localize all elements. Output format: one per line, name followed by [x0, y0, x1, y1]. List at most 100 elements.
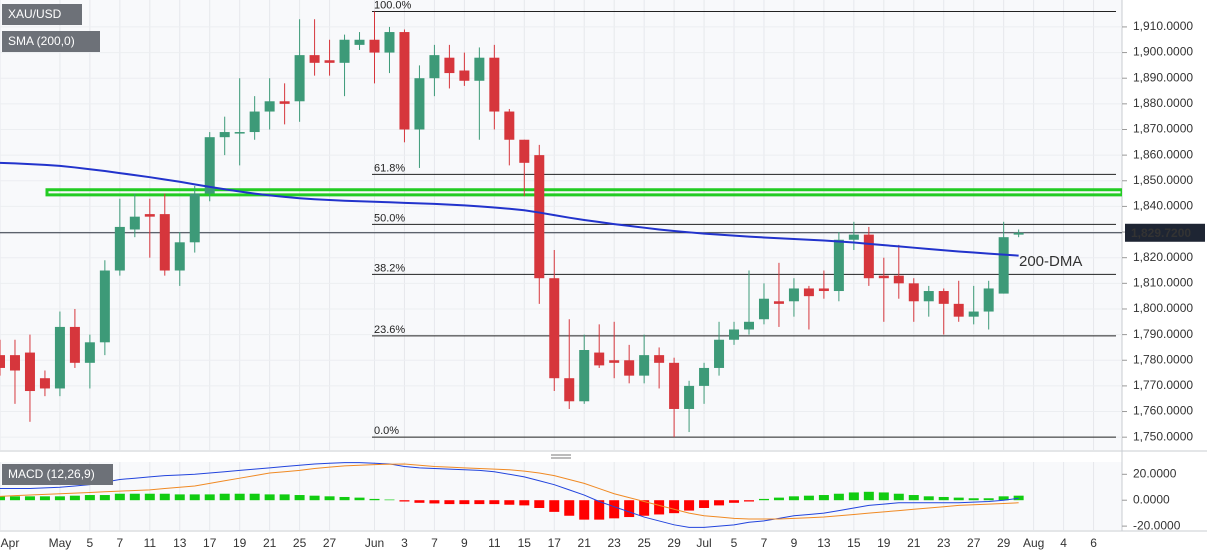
- y-tick-label: 1,760.0000: [1133, 404, 1193, 418]
- histogram-bar: [699, 500, 710, 508]
- y-tick-label: 1,860.0000: [1133, 147, 1193, 161]
- histogram-bar: [24, 496, 35, 501]
- candle-body: [744, 321, 754, 330]
- histogram-bar: [818, 495, 829, 501]
- y-tick-label: 1,780.0000: [1133, 352, 1193, 366]
- candle-body: [384, 32, 395, 53]
- x-tick-label: 29: [997, 536, 1011, 550]
- x-tick-label: 19: [877, 536, 891, 550]
- candle-body: [279, 101, 290, 104]
- fib-label: 38.2%: [374, 262, 405, 274]
- price-pane: [0, 0, 1122, 450]
- chart-title: XAU/USD: [8, 7, 62, 21]
- indicator-badge[interactable]: SMA (200,0): [2, 31, 100, 52]
- candle-body: [803, 288, 814, 297]
- candle-body: [773, 301, 784, 304]
- candle-body: [294, 55, 305, 102]
- candle-body: [758, 298, 769, 320]
- histogram-bar: [474, 500, 485, 505]
- candle-body: [0, 355, 5, 368]
- histogram-bar: [788, 496, 799, 501]
- histogram-bar: [833, 493, 844, 501]
- histogram-bar: [99, 495, 110, 501]
- candle-body: [609, 360, 620, 363]
- x-tick-label: Jul: [696, 536, 711, 550]
- x-tick-label: Aug: [1023, 536, 1044, 550]
- histogram-bar: [159, 493, 170, 501]
- x-tick-label: 25: [637, 536, 651, 550]
- histogram-bar: [729, 500, 740, 503]
- sma-line: [0, 161, 1019, 257]
- x-tick-label: May: [49, 536, 72, 550]
- histogram-bar: [39, 496, 50, 501]
- candle-body: [624, 360, 635, 376]
- x-tick-label: 17: [203, 536, 217, 550]
- histogram-bar: [803, 495, 814, 501]
- candle-body: [714, 339, 725, 368]
- histogram-bar: [983, 498, 994, 501]
- histogram-bar: [264, 494, 275, 501]
- candle-body: [129, 216, 140, 230]
- x-tick-label: 21: [907, 536, 921, 550]
- y-tick-label: 0.0000: [1133, 492, 1170, 506]
- candle-body: [114, 226, 125, 271]
- x-tick-label: 5: [731, 536, 738, 550]
- candle-body: [189, 193, 200, 243]
- y-tick-label: 1,890.0000: [1133, 70, 1193, 84]
- histogram-bar: [384, 499, 395, 501]
- candle-body: [489, 57, 500, 112]
- y-tick-label: 1,800.0000: [1133, 301, 1193, 315]
- candle-body: [399, 32, 410, 130]
- y-tick-label: 1,910.0000: [1133, 19, 1193, 33]
- candle-body: [144, 214, 155, 217]
- candle-body: [9, 355, 20, 371]
- histogram-bar: [54, 496, 65, 501]
- candle-body: [833, 239, 844, 292]
- y-tick-label: 20.0000: [1133, 466, 1177, 480]
- histogram-bar: [773, 497, 784, 501]
- histogram-bar: [639, 500, 650, 516]
- candle-body: [354, 39, 365, 45]
- y-tick-label: 1,750.0000: [1133, 429, 1193, 443]
- x-tick-label: 6: [1090, 536, 1097, 550]
- candle-body: [729, 329, 740, 340]
- candle-body: [474, 57, 485, 81]
- last-price-tag: 1,829.7200: [1125, 223, 1205, 242]
- legend-entry: SMA (200,0): [8, 34, 75, 48]
- histogram-bar: [399, 500, 410, 502]
- candle-body: [639, 355, 650, 376]
- histogram-bar: [369, 498, 380, 501]
- candle-body: [1013, 232, 1024, 235]
- histogram-bar: [863, 491, 874, 501]
- histogram-bar: [459, 500, 470, 505]
- x-tick-label: 4: [1060, 536, 1067, 550]
- candle-body: [99, 270, 110, 343]
- histogram-bar: [414, 500, 425, 503]
- histogram-bar: [234, 493, 245, 501]
- fib-label: 61.8%: [374, 162, 405, 174]
- sma-label: 200-DMA: [1019, 253, 1082, 270]
- candle-body: [923, 291, 934, 302]
- histogram-bar: [893, 493, 904, 501]
- histogram-bar: [998, 496, 1009, 501]
- x-tick-label: 13: [173, 536, 187, 550]
- histogram-bar: [968, 498, 979, 501]
- x-tick-label: 7: [761, 536, 768, 550]
- x-tick-label: 29: [667, 536, 681, 550]
- macd-plot: [0, 462, 1024, 528]
- histogram-bar: [189, 494, 200, 501]
- histogram-bar: [594, 500, 605, 520]
- candle-body: [39, 378, 50, 389]
- candle-body: [953, 303, 964, 317]
- macd-badge[interactable]: MACD (12,26,9): [2, 464, 113, 485]
- symbol-badge[interactable]: XAU/USD: [2, 4, 82, 25]
- x-tick-label: 21: [263, 536, 277, 550]
- histogram-bar: [219, 493, 230, 501]
- pane-handle[interactable]: [551, 454, 571, 459]
- x-tick-label: 23: [937, 536, 951, 550]
- histogram-bar: [69, 495, 80, 501]
- candle-body: [863, 234, 874, 279]
- macd-title: MACD (12,26,9): [8, 467, 95, 481]
- x-tick-label: 3: [401, 536, 408, 550]
- candle-body: [369, 39, 380, 53]
